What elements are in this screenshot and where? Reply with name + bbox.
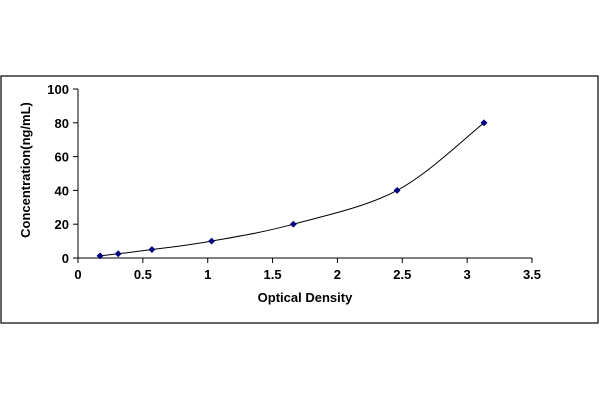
y-tick-label: 80 (55, 116, 69, 131)
x-tick-label: 3 (464, 267, 471, 282)
data-point-marker (96, 252, 104, 260)
y-tick-label: 20 (55, 217, 69, 232)
y-axis-title: Concentration(ng/mL) (18, 102, 33, 238)
y-tick-label: 40 (55, 183, 69, 198)
data-point-marker (208, 237, 216, 245)
x-tick-label: 0 (74, 267, 81, 282)
data-point-marker (393, 186, 401, 194)
x-tick-label: 1.5 (264, 267, 282, 282)
data-point-marker (480, 119, 488, 127)
y-tick-label: 0 (62, 251, 69, 266)
x-axis-title: Optical Density (258, 290, 353, 305)
y-tick-label: 100 (47, 82, 69, 97)
y-tick-label: 60 (55, 150, 69, 165)
x-tick-label: 0.5 (134, 267, 152, 282)
x-tick-label: 3.5 (523, 267, 541, 282)
x-tick-label: 2.5 (393, 267, 411, 282)
x-tick-label: 2 (334, 267, 341, 282)
data-point-marker (289, 220, 297, 228)
chart-border (0, 75, 599, 324)
x-tick-label: 1 (204, 267, 211, 282)
data-point-marker (148, 245, 156, 254)
data-point-marker (114, 250, 122, 258)
